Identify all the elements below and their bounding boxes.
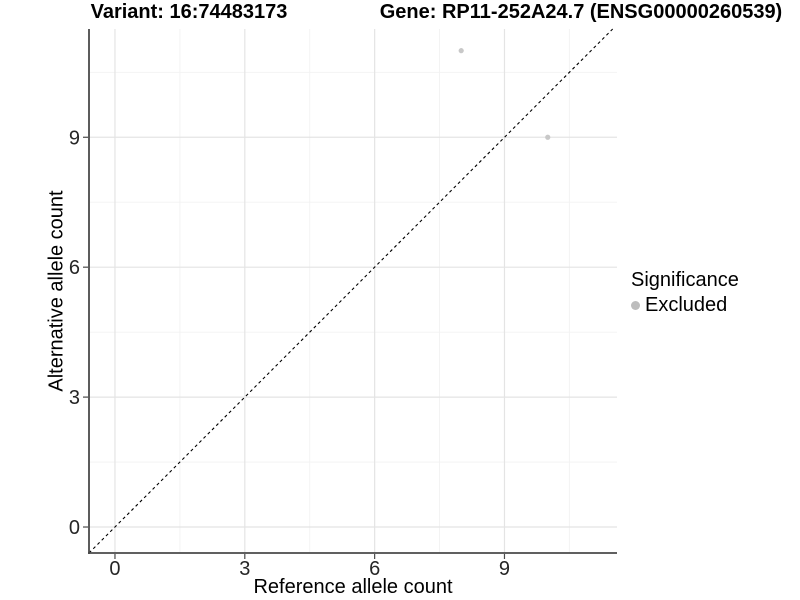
x-tick-label: 3 (239, 558, 250, 580)
y-axis-title: Alternative allele count (45, 190, 68, 392)
x-tick-label: 6 (369, 558, 380, 580)
y-tick-label: 6 (69, 257, 80, 279)
data-point (458, 48, 464, 54)
legend-title: Significance (631, 269, 739, 291)
x-tick-label: 9 (499, 558, 510, 580)
x-tick-label: 0 (109, 558, 120, 580)
identity-line (88, 28, 614, 554)
legend-item-label: Excluded (645, 294, 728, 316)
legend-item-excluded: Excluded (631, 294, 739, 317)
excluded-point-icon (631, 301, 640, 310)
data-point (545, 134, 551, 140)
x-axis-title: Reference allele count (253, 576, 453, 598)
legend: Significance Excluded (631, 269, 739, 317)
gene-title: Gene: RP11-252A24.7 (ENSG00000260539) (379, 1, 783, 23)
y-tick-label: 3 (69, 387, 80, 409)
y-tick-label: 0 (69, 517, 80, 539)
variant-title: Variant: 16:74483173 (90, 1, 288, 23)
y-tick-label: 9 (69, 127, 80, 149)
